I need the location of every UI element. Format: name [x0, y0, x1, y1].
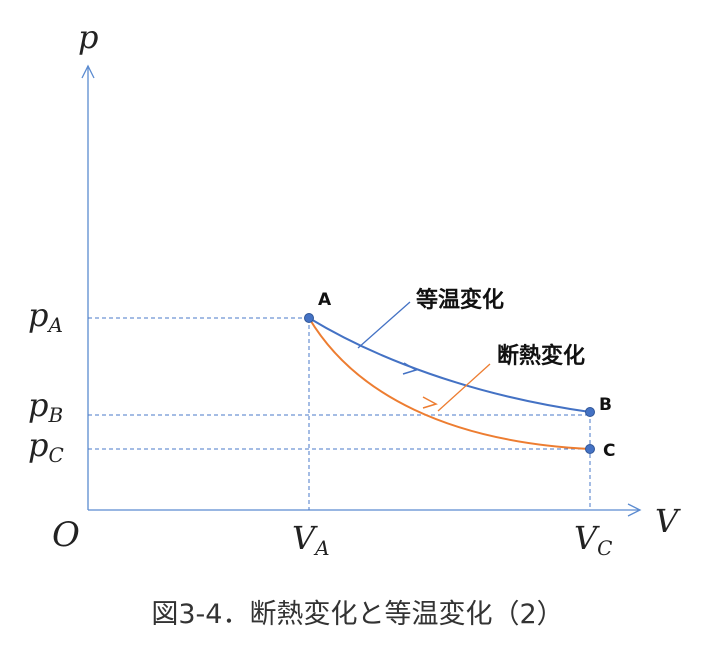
isothermal-leader-line [357, 301, 411, 349]
adiabatic-leader-line [437, 363, 491, 412]
y-axis-label: p [78, 18, 98, 56]
point-C-label: C [603, 441, 615, 461]
figure-caption: 図3-4．断熱変化と等温変化（2） [151, 599, 564, 630]
isothermal-curve [308, 317, 591, 413]
VA-label: VA [292, 519, 330, 560]
adiabatic-direction-arrow [422, 396, 438, 409]
origin-label: O [52, 515, 80, 555]
x-axis-label: V [655, 502, 681, 540]
adiabatic-curve [308, 317, 591, 450]
point-B-label: B [599, 395, 612, 415]
pC-label: pC [28, 426, 64, 467]
VC-label: VC [574, 519, 612, 560]
x-axis-arrowhead [627, 503, 642, 517]
adiabatic-label: 断熱変化 [497, 343, 585, 369]
isothermal-label: 等温変化 [416, 287, 504, 313]
isothermal-direction-arrow [402, 362, 418, 375]
point-A-marker [304, 313, 314, 323]
point-A-label: A [318, 290, 332, 310]
point-B-marker [585, 407, 595, 417]
y-axis-arrowhead [81, 64, 95, 79]
point-C-marker [585, 444, 595, 454]
pv-diagram: A B C 等温変化 断熱変化 p V O pA pB pC VA VC [28, 18, 681, 560]
pB-label: pB [28, 386, 63, 427]
pA-label: pA [28, 296, 63, 337]
